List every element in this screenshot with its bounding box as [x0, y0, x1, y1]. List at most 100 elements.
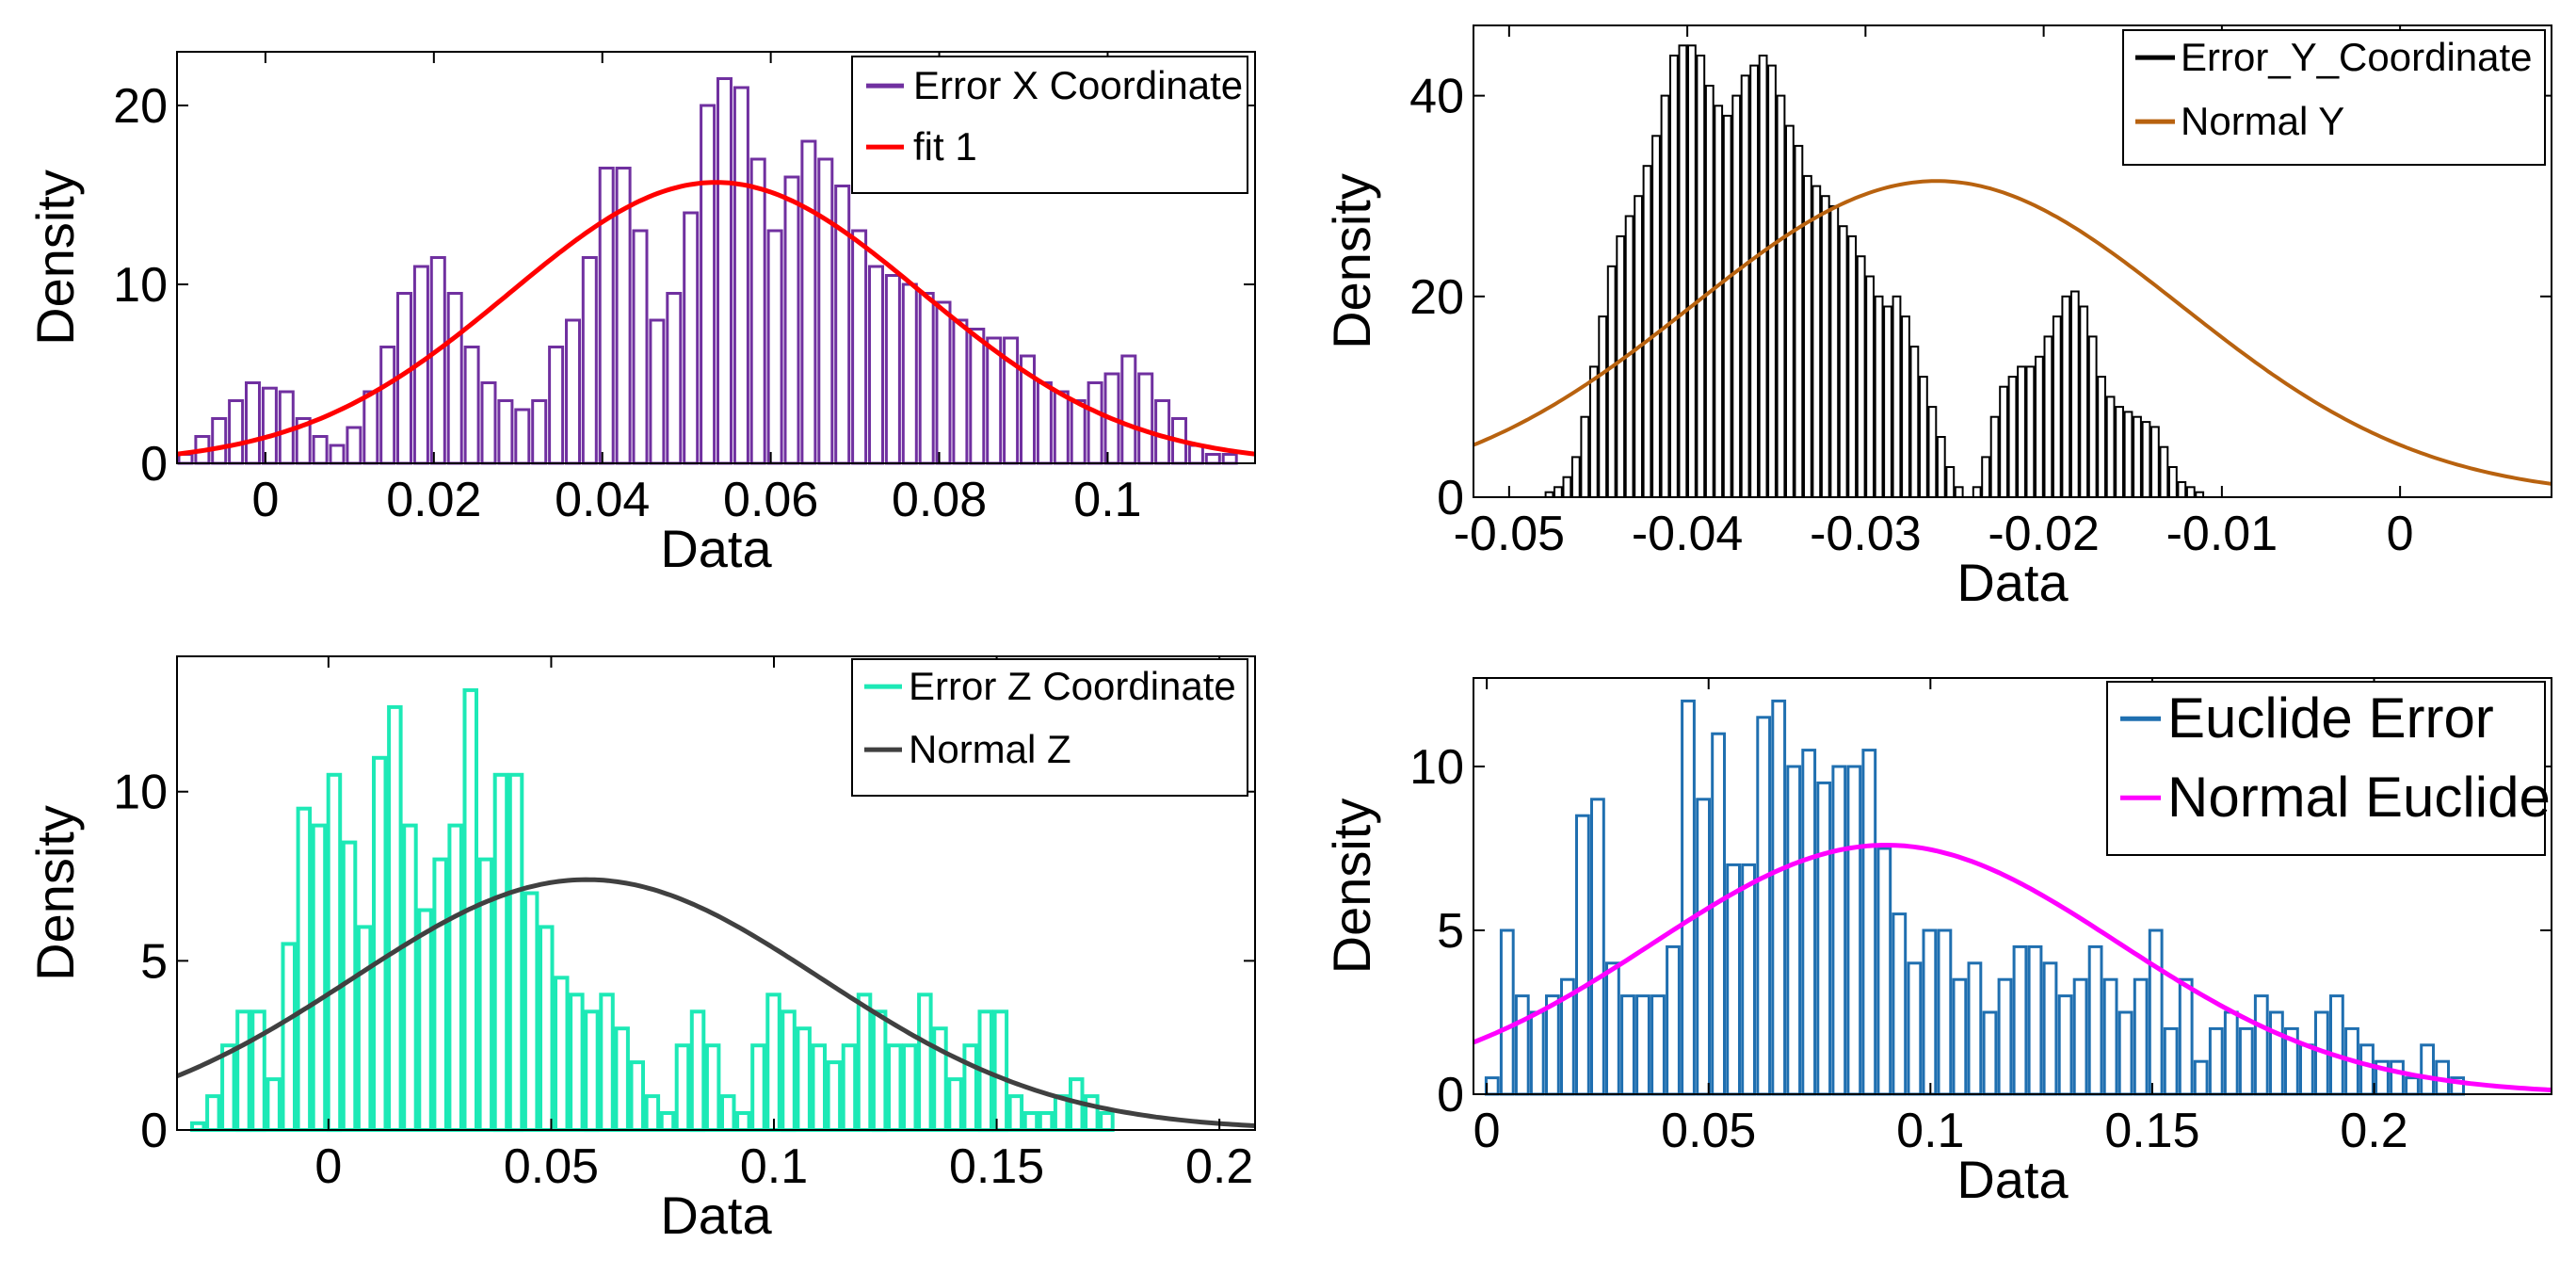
x-tick-label: -0.04: [1632, 507, 1744, 561]
histogram-bar: [2359, 1043, 2375, 1096]
x-tick-label: 0.06: [723, 473, 818, 527]
histogram-bar: [2238, 1026, 2254, 1096]
y-tick-label: 0: [140, 1104, 168, 1158]
y-axis-label: Density: [1322, 173, 1381, 349]
histogram-bar: [2178, 977, 2194, 1096]
histogram-bar: [1749, 64, 1759, 498]
histogram-bar: [666, 292, 683, 465]
histogram-bar: [783, 175, 800, 465]
histogram-bar: [1767, 64, 1777, 498]
histogram-bar: [1874, 295, 1884, 498]
histogram-bar: [2087, 335, 2098, 498]
histogram-bar: [689, 1009, 706, 1133]
histogram-bar: [992, 1009, 1009, 1133]
histogram-bar: [901, 282, 918, 465]
histogram-bar: [2150, 426, 2160, 498]
histogram-bar: [2042, 961, 2058, 1096]
histogram-bar: [1120, 354, 1137, 465]
histogram-bar: [1651, 135, 1661, 499]
y-tick-label: 10: [113, 258, 168, 313]
x-tick-label: 0.05: [1661, 1104, 1756, 1158]
histogram-bar: [716, 77, 733, 465]
histogram-bar: [463, 346, 480, 465]
histogram-bar: [1997, 977, 2013, 1096]
histogram-bar: [1606, 265, 1617, 498]
y-tick-label: 20: [113, 79, 168, 134]
histogram-bar: [750, 1043, 766, 1132]
histogram-bar: [1137, 372, 1154, 465]
legend-label-error-z: Error Z Coordinate: [909, 664, 1236, 708]
histogram-bar: [1907, 961, 1923, 1096]
x-ticks: 0 0.05 0.1 0.15 0.2: [1473, 678, 2408, 1158]
histogram-bar: [1999, 385, 2008, 499]
histogram-bar: [2087, 944, 2103, 1096]
y-tick-label: 5: [1437, 904, 1464, 959]
histogram-bar: [2148, 928, 2164, 1096]
x-tick-label: 0.2: [2340, 1104, 2407, 1158]
histogram-bar: [417, 908, 433, 1132]
x-tick-label: 0.2: [1185, 1139, 1253, 1194]
histogram-bar: [1937, 928, 1953, 1096]
legend-label-normal-euclide: Normal Euclide: [2167, 766, 2551, 829]
x-tick-label: -0.03: [1810, 507, 1922, 561]
histogram-bar: [2193, 1059, 2209, 1096]
histogram-bar: [1678, 44, 1688, 499]
histogram-bar: [1616, 234, 1626, 498]
y-tick-label: 40: [1409, 70, 1464, 124]
histogram-bar: [644, 1094, 661, 1132]
histogram-bar: [245, 381, 261, 465]
histogram-bar: [1605, 961, 1620, 1096]
histogram-bar: [2027, 944, 2043, 1096]
x-tick-label: 0.15: [2104, 1104, 2199, 1158]
histogram-bar: [1901, 315, 1910, 498]
histogram-bar: [765, 993, 781, 1133]
histogram-bar: [1660, 94, 1670, 498]
y-tick-label: 20: [1409, 270, 1464, 325]
legend-label-error-y: Error_Y_Coordinate: [2181, 35, 2533, 79]
histogram-bar: [539, 925, 555, 1133]
histogram-bar: [1785, 124, 1795, 498]
histogram-bar: [402, 823, 418, 1132]
y-tick-label: 5: [140, 934, 168, 989]
histogram-bar: [986, 336, 1003, 465]
histogram-bar: [962, 1043, 978, 1132]
histogram-bar: [841, 1043, 858, 1132]
histogram-bar: [1722, 114, 1732, 499]
histogram-bar: [1154, 399, 1171, 465]
histogram-bar: [1726, 863, 1741, 1096]
histogram-bar: [220, 1043, 236, 1132]
histogram-bar: [887, 1043, 903, 1132]
histogram-bar: [1590, 798, 1605, 1096]
histogram-bar: [2115, 406, 2124, 499]
histogram-bar: [917, 993, 933, 1133]
bars-layer: [190, 687, 1115, 1133]
histogram-bar: [1967, 961, 1983, 1096]
histogram-bar: [1846, 765, 1862, 1096]
histogram-bar: [531, 399, 548, 465]
y-ticks: 0 10 20: [113, 79, 1255, 492]
histogram-bar: [1927, 406, 1938, 499]
histogram-bar: [312, 435, 329, 465]
histogram-bar: [1711, 732, 1726, 1096]
legend-label-euclide-error: Euclide Error: [2167, 686, 2494, 750]
histogram-bar: [1514, 994, 1530, 1096]
plot-frame: [176, 51, 1256, 464]
histogram-bar: [902, 1043, 918, 1132]
histogram-bar: [326, 772, 343, 1133]
histogram-bar: [2223, 1010, 2239, 1096]
histogram-bar: [614, 1026, 630, 1132]
histogram-bar: [1892, 912, 1908, 1096]
histogram-bar: [1598, 315, 1608, 498]
histogram-bar: [1620, 994, 1635, 1096]
histogram-bar: [235, 1009, 251, 1133]
chart-error-z: 0 0.05 0.1 0.15 0.2 0 5 10 Data Density Error …: [25, 655, 1256, 1245]
plot-frame: [1473, 677, 2552, 1095]
histogram-bar: [800, 139, 817, 465]
bars-layer: [1544, 44, 2205, 499]
histogram-bar: [2117, 1010, 2133, 1096]
histogram-bar: [1022, 1111, 1039, 1132]
histogram-bar: [1922, 928, 1938, 1096]
histogram-bar: [1484, 1076, 1500, 1096]
histogram-bar: [1794, 144, 1804, 498]
